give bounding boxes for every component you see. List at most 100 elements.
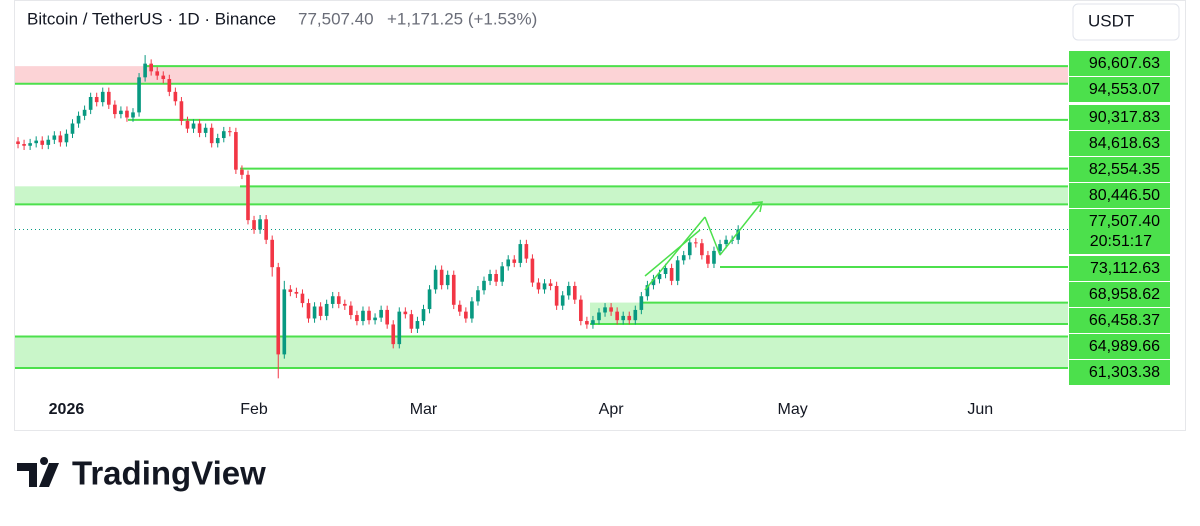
candle-body: [373, 317, 377, 321]
price-change: +1,171.25 (+1.53%): [387, 9, 537, 28]
price-label-box: [1069, 157, 1170, 182]
zone: [15, 66, 1068, 84]
candle-body: [506, 259, 511, 267]
candle-body: [306, 303, 311, 319]
candle-body: [433, 269, 438, 290]
candle-body: [28, 143, 32, 146]
candle-body: [228, 131, 232, 133]
candle-body: [52, 135, 57, 140]
candle-body: [161, 75, 166, 80]
candle-body: [451, 274, 456, 305]
price-label-box: [1069, 209, 1170, 254]
candle-body: [330, 296, 335, 304]
candle-body: [736, 229, 740, 240]
candle-body: [22, 144, 26, 146]
candle-body: [125, 110, 129, 118]
candle-body: [264, 219, 268, 240]
candle-body: [530, 258, 535, 283]
price-label-box: [1069, 308, 1170, 333]
candle-body: [681, 255, 686, 261]
candle-body: [464, 311, 468, 319]
candle-body: [143, 63, 147, 78]
candle-body: [621, 315, 626, 321]
x-tick-label: Apr: [599, 401, 625, 418]
candle-body: [100, 91, 105, 103]
candle-body: [572, 285, 577, 300]
price-label: 80,446.50: [1089, 187, 1160, 204]
price-label-box: [1069, 256, 1170, 281]
candle-body: [82, 109, 87, 116]
candle-body: [579, 299, 583, 322]
candle-body: [234, 132, 238, 170]
price-label-box: [1069, 77, 1170, 102]
candle-body: [603, 307, 607, 313]
price-label-box: [1069, 183, 1170, 208]
trend-arrow: [719, 201, 763, 256]
candle-body: [240, 169, 244, 175]
symbol: Bitcoin / TetherUS · 1D · Binance: [27, 9, 276, 28]
candle-body: [694, 242, 698, 244]
candle-body: [415, 321, 420, 329]
candle-body: [566, 285, 571, 296]
candle-body: [113, 104, 117, 115]
candle-body: [221, 131, 226, 139]
candle-body: [385, 309, 389, 325]
candle-body: [488, 274, 492, 281]
candle-body: [669, 268, 674, 281]
candle-body: [651, 279, 656, 286]
currency[interactable]: USDT: [1088, 11, 1134, 30]
chart-frame: [14, 0, 1186, 431]
candle-body: [215, 138, 220, 144]
candle-body: [349, 305, 353, 316]
candle-body: [270, 239, 275, 268]
candle-body: [597, 312, 601, 321]
price-label: 84,618.63: [1089, 135, 1160, 152]
price-label: 94,553.07: [1089, 81, 1160, 98]
candle-body: [197, 123, 202, 133]
candle-body: [476, 290, 480, 302]
candle-body: [324, 303, 329, 316]
candle-body: [633, 309, 638, 321]
candle-body: [706, 255, 710, 264]
candle-body: [554, 285, 559, 306]
candle-body: [712, 250, 716, 264]
candle-body: [657, 274, 662, 280]
candle-body: [343, 303, 347, 306]
x-tick-label: May: [778, 401, 808, 418]
candle-body: [367, 310, 371, 321]
logo: TradingView: [17, 455, 266, 492]
candle-body: [536, 282, 541, 290]
candle-body: [427, 289, 432, 310]
candle-body: [421, 309, 426, 322]
candle-body: [379, 309, 383, 318]
candle-body: [542, 283, 547, 290]
last-price: 77,507.40: [298, 9, 374, 28]
candle-body: [675, 260, 680, 281]
candle-body: [282, 289, 287, 355]
candle-body: [560, 295, 565, 306]
candle-body: [155, 71, 160, 76]
candle-body: [300, 293, 305, 304]
price-label: 73,112.63: [1090, 260, 1160, 277]
candle-body: [149, 63, 153, 72]
candle-body: [700, 243, 704, 256]
candle-body: [76, 115, 81, 124]
candle-body: [482, 280, 486, 291]
candle-body: [106, 91, 111, 105]
candle-body: [518, 244, 523, 263]
price-label-box: [1069, 334, 1170, 359]
candle-body: [173, 91, 178, 102]
candle-body: [355, 315, 359, 322]
price-label: 68,958.62: [1089, 286, 1160, 303]
currency-button[interactable]: [1072, 3, 1180, 41]
x-tick-label: Jun: [967, 401, 993, 418]
candle-body: [457, 304, 462, 312]
candle-body: [403, 311, 408, 315]
price-label: 77,507.40: [1089, 213, 1160, 230]
candle-body: [585, 321, 589, 325]
drawings: [644, 201, 763, 291]
candle-body: [391, 324, 396, 345]
trend-line: [704, 216, 721, 256]
candle-body: [724, 239, 728, 245]
